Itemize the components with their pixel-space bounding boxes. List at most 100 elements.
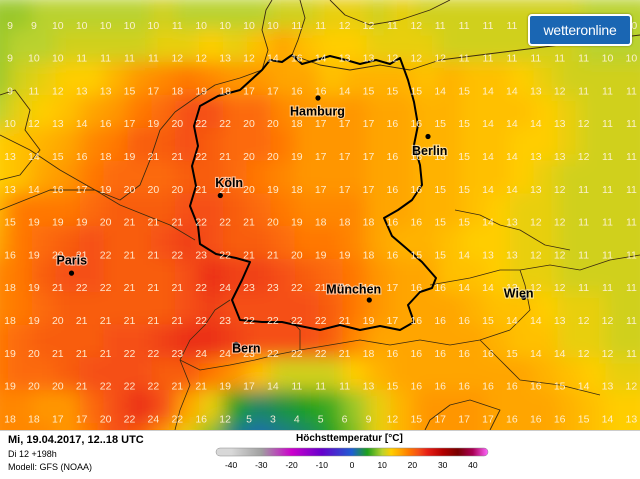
city-label[interactable]: Wien <box>503 286 535 302</box>
grid-temperature: 20 <box>52 249 64 261</box>
city-dot[interactable] <box>68 270 75 276</box>
grid-temperature: 11 <box>315 381 326 393</box>
grid-temperature: 16 <box>458 381 470 393</box>
grid-temperature: 23 <box>267 282 279 294</box>
grid-temperature: 11 <box>626 85 637 97</box>
grid-temperature: 22 <box>315 315 327 327</box>
grid-temperature: 18 <box>4 413 16 425</box>
grid-temperature: 13 <box>482 249 494 261</box>
city-dot[interactable] <box>233 341 239 347</box>
border-austria-slovenia <box>419 329 511 346</box>
grid-temperature: 21 <box>52 282 64 294</box>
grid-temperature: 21 <box>171 381 183 393</box>
border-italy-france <box>174 359 191 430</box>
coastline-denmark-east <box>291 0 306 56</box>
city-dot[interactable] <box>366 297 372 303</box>
germany-border <box>189 54 437 331</box>
city-label[interactable]: München <box>325 281 382 297</box>
grid-temperature: 22 <box>195 315 207 327</box>
grid-temperature: 21 <box>243 249 255 261</box>
grid-temperature: 23 <box>243 282 255 294</box>
coastline-north-sea-netherlands <box>0 69 263 201</box>
city-dot[interactable] <box>315 95 321 101</box>
grid-temperature: 16 <box>410 381 422 393</box>
grid-temperature: 14 <box>28 151 40 163</box>
model-name: Modell: GFS (NOAA) <box>8 462 93 472</box>
grid-temperature: 10 <box>195 20 207 32</box>
grid-temperature: 14 <box>458 282 470 294</box>
grid-temperature: 16 <box>434 315 446 327</box>
city-label[interactable]: Berlin <box>411 143 449 159</box>
grid-temperature: 14 <box>506 85 518 97</box>
color-legend: -40 -30 -20 -10 0 10 20 30 40 <box>215 447 489 470</box>
grid-temperature: 16 <box>482 348 494 360</box>
grid-temperature: 21 <box>148 217 160 229</box>
grid-temperature: 16 <box>530 381 542 393</box>
city-dot[interactable] <box>425 133 431 140</box>
wetteronline-logo[interactable]: wetteronline <box>528 14 632 46</box>
border-swiss-austria <box>289 319 301 350</box>
grid-temperature: 15 <box>434 249 446 261</box>
city-label[interactable]: Köln <box>214 175 244 191</box>
city-label[interactable]: Paris <box>55 252 88 268</box>
grid-temperature: 16 <box>291 53 303 65</box>
city-label[interactable]: Hamburg <box>289 103 346 119</box>
grid-temperature: 20 <box>52 381 64 393</box>
coastline-denmark-west <box>261 0 273 71</box>
grid-temperature: 20 <box>124 184 136 196</box>
grid-temperature: 15 <box>458 118 470 130</box>
grid-temperature: 14 <box>339 85 351 97</box>
grid-temperature: 13 <box>363 381 375 393</box>
grid-temperature: 20 <box>339 282 351 294</box>
grid-temperature: 14 <box>482 184 494 196</box>
grid-temperature: 11 <box>602 151 613 163</box>
grid-temperature: 10 <box>267 20 279 32</box>
grid-temperature: 21 <box>52 348 64 360</box>
grid-temperature: 16 <box>315 85 327 97</box>
coastline-sweden <box>329 0 451 26</box>
grid-temperature: 13 <box>602 381 614 393</box>
city-label[interactable]: Bern <box>231 341 262 357</box>
grid-temperature: 21 <box>171 315 183 327</box>
grid-temperature: 24 <box>148 413 160 425</box>
grid-temperature: 16 <box>195 413 207 425</box>
grid-temperature: 13 <box>530 85 542 97</box>
temperature-map[interactable]: 9 9 10 10 10 10 10 11 10 10 10 10 11 11 12 12 11 12 11 11 11… <box>0 0 640 430</box>
grid-temperature: 13 <box>219 53 231 65</box>
grid-temperature: 14 <box>506 118 518 130</box>
grid-temperature: 16 <box>387 348 399 360</box>
grid-temperature: 22 <box>171 249 183 261</box>
grid-temperature: 18 <box>363 249 375 261</box>
grid-temperature: 22 <box>291 315 303 327</box>
grid-temperature: 15 <box>506 348 518 360</box>
grid-temperature: 19 <box>28 249 40 261</box>
grid-temperature: 16 <box>387 184 399 196</box>
grid-temperature: 24 <box>219 282 231 294</box>
grid-temperature: 11 <box>28 85 39 97</box>
grid-temperature: 11 <box>506 53 517 65</box>
grid-temperature: 21 <box>315 282 327 294</box>
grid-temperature: 22 <box>219 217 231 229</box>
grid-temperature: 12 <box>578 118 590 130</box>
grid-temperature: 13 <box>100 85 112 97</box>
grid-temperature: 21 <box>76 315 88 327</box>
city-dot[interactable] <box>217 192 223 199</box>
grid-temperature: 15 <box>434 151 446 163</box>
grid-temperature: 14 <box>530 118 542 130</box>
grid-temperature: 21 <box>148 151 160 163</box>
city-dot[interactable] <box>521 294 527 300</box>
grid-temperature: 12 <box>363 20 375 32</box>
grid-temperature: 16 <box>291 85 303 97</box>
grid-temperature: 21 <box>124 217 136 229</box>
grid-temperature: 12 <box>626 381 638 393</box>
grid-temperature: 19 <box>28 315 40 327</box>
grid-temperature: 12 <box>434 53 446 65</box>
grid-temperature: 14 <box>76 118 88 130</box>
grid-temperature: 15 <box>458 217 470 229</box>
grid-temperature: 19 <box>28 282 40 294</box>
grid-temperature: 12 <box>554 282 566 294</box>
grid-temperature: 14 <box>506 184 518 196</box>
grid-temperature: 16 <box>554 413 566 425</box>
grid-temperature: 3 <box>270 413 276 425</box>
